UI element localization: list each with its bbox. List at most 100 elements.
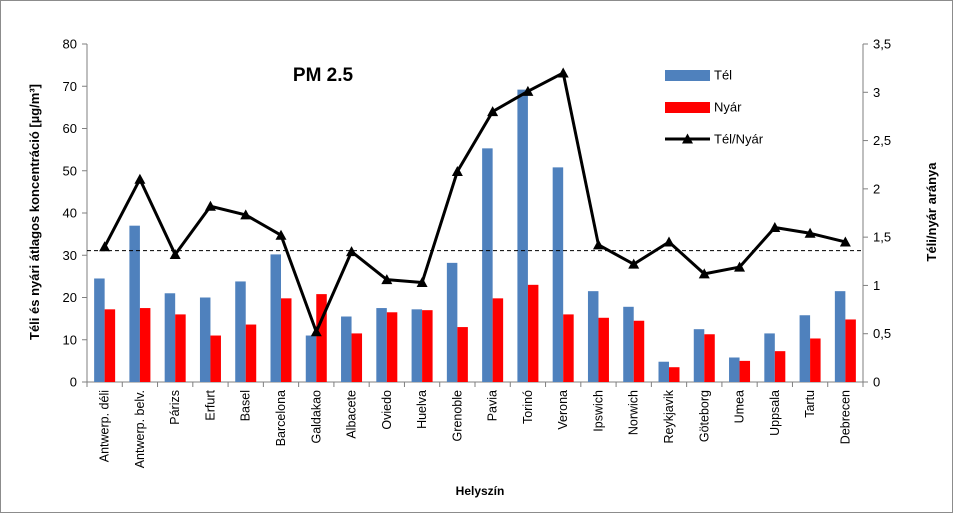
y-tick-label: 20 <box>63 290 77 305</box>
ratio-point-marker <box>346 246 358 257</box>
bar-ny-r <box>492 298 504 382</box>
y2-tick-label: 1,5 <box>873 230 891 245</box>
legend-label: Tél/Nyár <box>714 132 764 147</box>
bar-t-l <box>270 254 281 382</box>
legend-swatch <box>665 102 710 113</box>
ratio-point-marker <box>416 277 428 288</box>
x-category-label: Ipswich <box>591 390 605 432</box>
legend-swatch <box>665 70 710 81</box>
ratio-point-marker <box>99 241 111 252</box>
y-tick-label: 30 <box>63 248 77 263</box>
x-category-label: Norwich <box>627 390 641 435</box>
bar-ny-r <box>422 310 433 382</box>
ratio-point-marker <box>698 268 710 279</box>
legend-marker <box>682 133 693 144</box>
bar-ny-r <box>845 319 856 382</box>
bar-ny-r <box>527 284 539 382</box>
bar-t-l <box>552 167 564 382</box>
bar-t-l <box>341 316 352 382</box>
bar-t-l <box>411 309 423 382</box>
legend-label: Tél <box>714 68 732 83</box>
ratio-line <box>103 71 846 334</box>
y-tick-label: 60 <box>63 121 77 136</box>
bar-t-l <box>164 293 176 382</box>
x-category-label: Pavia <box>486 390 500 421</box>
y2-tick-label: 2 <box>873 181 880 196</box>
x-category-label: Uppsala <box>768 390 782 436</box>
bar-ny-r <box>563 314 574 382</box>
ratio-point-marker <box>804 227 816 238</box>
bar-ny-r <box>810 338 821 382</box>
x-category-label: Umea <box>733 390 747 423</box>
ratio-point-marker <box>734 261 746 272</box>
y2-axis-label: Téli/nyár aránya <box>924 162 939 262</box>
y-tick-label: 50 <box>63 163 77 178</box>
ratio-point-marker <box>275 229 287 240</box>
y2-tick-label: 2,5 <box>873 133 891 148</box>
bar-ny-r <box>704 334 715 382</box>
ratio-point-marker <box>769 221 781 232</box>
x-category-label: Huelva <box>415 390 429 429</box>
ratio-point-marker <box>169 249 181 260</box>
bar-t-l <box>517 89 528 382</box>
ratio-point-marker <box>134 173 146 184</box>
bar-t-l <box>729 357 740 382</box>
bar-t-l <box>199 297 211 382</box>
y-axis-label: Téli és nyári átlagos koncentráció [µg/m… <box>27 84 42 340</box>
bar-t-l <box>376 308 387 382</box>
bar-ny-r <box>245 324 257 382</box>
x-category-label: Tartu <box>803 390 817 418</box>
ratio-point-marker <box>628 258 640 269</box>
bar-ny-r <box>316 294 327 382</box>
bar-ny-r <box>281 298 292 382</box>
x-category-label: Oviedo <box>380 390 394 430</box>
bar-ny-r <box>457 327 468 382</box>
y-tick-label: 80 <box>63 37 77 52</box>
ratio-point-marker <box>663 236 675 247</box>
bar-t-l <box>235 281 246 382</box>
ratio-point-marker <box>592 239 604 250</box>
bar-ny-r <box>175 314 186 382</box>
x-category-label: Verona <box>556 390 570 430</box>
y2-tick-label: 3 <box>873 85 880 100</box>
x-category-label: Debrecen <box>838 390 852 444</box>
ratio-point-marker <box>839 236 851 247</box>
x-category-label: Grenoble <box>450 390 464 441</box>
bar-ny-r <box>386 312 398 382</box>
x-category-label: Párizs <box>168 390 182 425</box>
ratio-point-marker <box>310 326 322 337</box>
x-category-label: Albacete <box>345 390 359 439</box>
plot-area: 0 10 20 30 40 50 60 70 80 0 0,5 1 1,5 2 2,5 3 3,5 Antwerp… <box>63 37 892 469</box>
ratio-point-marker <box>381 274 393 285</box>
bar-t-l <box>623 306 634 382</box>
bar-ny-r <box>351 333 363 382</box>
x-category-label: Barcelona <box>274 390 288 446</box>
bar-ny-r <box>104 309 116 382</box>
bar-t-l <box>834 291 846 382</box>
bar-ny-r <box>774 351 786 382</box>
bar-ny-r <box>598 317 609 382</box>
x-category-label: Galdakao <box>309 390 323 444</box>
ratio-point-marker <box>487 106 499 117</box>
bar-t-l <box>658 361 669 382</box>
bar-t-l <box>482 148 493 382</box>
x-category-label: Basel <box>239 390 253 421</box>
bar-t-l <box>446 262 458 382</box>
bar-ny-r <box>633 320 645 382</box>
bar-t-l <box>693 329 705 382</box>
bar-t-l <box>799 315 811 382</box>
ratio-point-marker <box>451 165 463 176</box>
bar-t-l <box>94 278 105 382</box>
bar-t-l <box>764 333 775 382</box>
bar-ny-r <box>139 308 151 382</box>
x-category-label: Antwerp. déli <box>98 390 112 462</box>
bar-ny-r <box>210 335 221 382</box>
x-category-label: Göteborg <box>697 390 711 442</box>
legend-label: Nyár <box>714 100 742 115</box>
ratio-point-marker <box>557 67 569 78</box>
y2-tick-label: 0 <box>873 375 880 390</box>
y-tick-label: 40 <box>63 206 77 221</box>
bar-t-l <box>129 225 140 382</box>
